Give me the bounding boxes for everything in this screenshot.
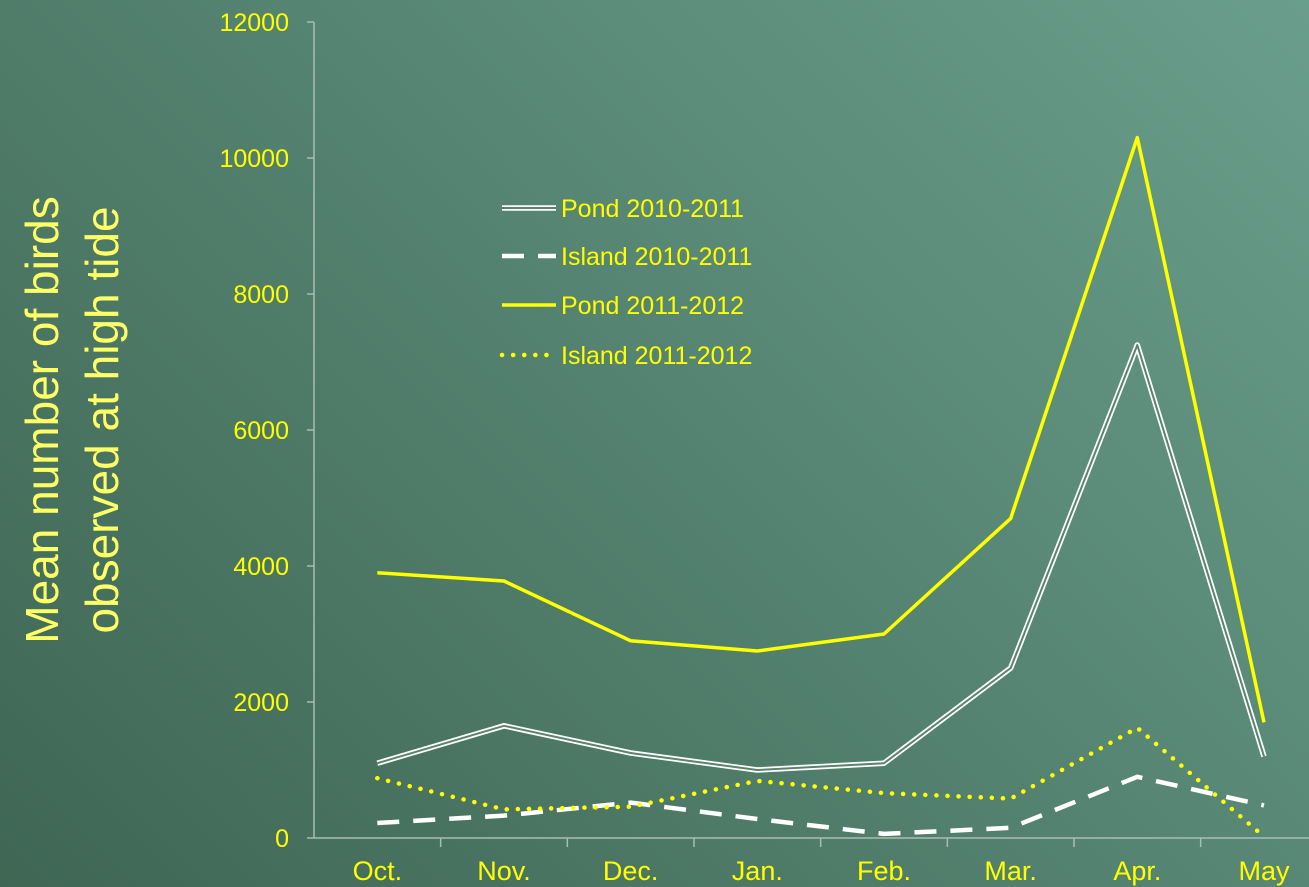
series-pond-2010-2011 bbox=[376, 342, 1267, 773]
legend-label: Island 2011-2012 bbox=[561, 342, 752, 370]
series-line bbox=[377, 774, 1265, 837]
axes bbox=[307, 21, 1309, 847]
series-line bbox=[375, 725, 1267, 839]
series-line-inner bbox=[377, 344, 1265, 771]
series-pond-2011-2012 bbox=[377, 135, 1266, 723]
x-tick-label: Jan. bbox=[732, 856, 783, 886]
legend-label: Pond 2010-2011 bbox=[561, 195, 744, 223]
x-tick-label: Dec. bbox=[603, 856, 659, 886]
x-tick-label: Oct. bbox=[353, 856, 403, 886]
x-tick-label: Feb. bbox=[857, 856, 911, 886]
legend-item: Island 2010-2011 bbox=[502, 243, 752, 271]
series-island-2010-2011 bbox=[377, 774, 1265, 837]
x-tick-label: May bbox=[1238, 856, 1290, 886]
y-tick-label: 10000 bbox=[219, 145, 289, 173]
legend-item: Pond 2010-2011 bbox=[502, 195, 744, 223]
series-line-outer bbox=[376, 342, 1267, 773]
x-tick-label: Mar. bbox=[984, 856, 1037, 886]
series-line bbox=[377, 135, 1266, 723]
y-tick-label: 6000 bbox=[233, 417, 289, 445]
y-tick-label: 2000 bbox=[233, 689, 289, 717]
x-tick-label: Nov. bbox=[477, 856, 531, 886]
y-tick-label: 12000 bbox=[219, 9, 289, 37]
y-tick-label: 0 bbox=[275, 825, 289, 853]
x-tick-label: Apr. bbox=[1113, 856, 1161, 886]
y-tick-label: 4000 bbox=[233, 553, 289, 581]
y-axis-label-line: Mean number of birds bbox=[16, 196, 68, 643]
y-axis-label: Mean number of birds observed at high tid… bbox=[16, 196, 128, 643]
y-tick-labels: 0 2000 4000 6000 8000 10000 12000 bbox=[219, 9, 289, 853]
legend: Pond 2010-2011 Island 2010-2011 Pond 2011-… bbox=[499, 195, 752, 370]
legend-label: Pond 2011-2012 bbox=[561, 292, 744, 320]
legend-label: Island 2010-2011 bbox=[561, 243, 752, 271]
legend-item: Pond 2011-2012 bbox=[502, 292, 744, 320]
y-axis-label-line: observed at high tide bbox=[76, 206, 128, 633]
plot-area bbox=[375, 135, 1267, 839]
series-island-2011-2012 bbox=[375, 725, 1267, 839]
y-tick-label: 8000 bbox=[233, 281, 289, 309]
legend-item: Island 2011-2012 bbox=[499, 342, 752, 370]
x-tick-labels: Oct. Nov. Dec. Jan. Feb. Mar. Apr. May bbox=[353, 856, 1290, 886]
